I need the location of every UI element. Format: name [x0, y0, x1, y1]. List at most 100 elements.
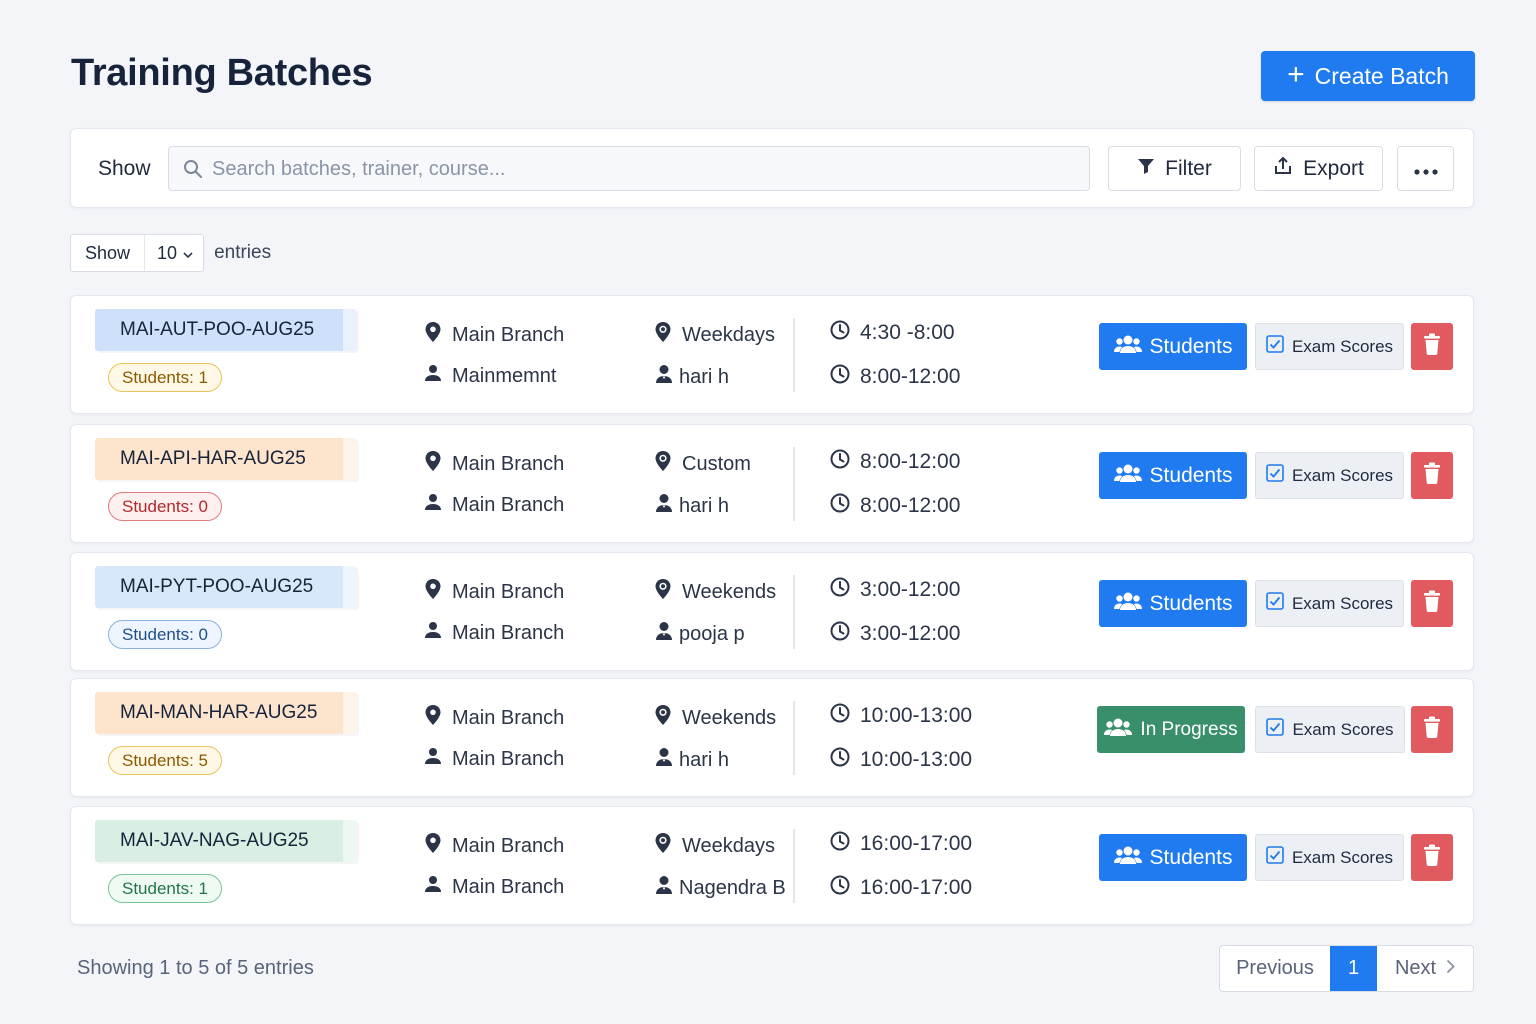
exam-scores-button[interactable]: Exam Scores	[1255, 323, 1404, 370]
trainer-name: hari h	[679, 494, 730, 517]
trash-icon	[1423, 333, 1441, 360]
in-progress-button[interactable]: In Progress	[1097, 706, 1245, 753]
person-icon	[424, 621, 442, 645]
checkbox-icon	[1266, 846, 1284, 869]
clock-icon	[830, 747, 850, 773]
clock-icon	[830, 831, 850, 857]
pagination: Previous 1 Next	[1219, 945, 1474, 992]
person-icon	[424, 364, 442, 388]
clock-icon	[830, 320, 850, 346]
search-input[interactable]: Search batches, trainer, course...	[168, 146, 1090, 191]
person-icon	[424, 747, 442, 771]
trainer-icon	[655, 621, 673, 647]
student-count-badge: Students: 1	[108, 363, 223, 392]
trash-icon	[1423, 716, 1441, 743]
exam-scores-button[interactable]: Exam Scores	[1255, 706, 1405, 753]
column-divider	[793, 575, 795, 649]
exam-scores-button[interactable]: Exam Scores	[1255, 834, 1404, 881]
trainer-info: hari h	[655, 364, 729, 390]
branch-name: Main Branch	[452, 706, 565, 729]
trainer-icon	[655, 493, 673, 519]
page-1-button[interactable]: 1	[1330, 946, 1377, 991]
previous-page-button[interactable]: Previous	[1236, 957, 1314, 979]
delete-button[interactable]	[1411, 323, 1453, 370]
students-button-label: Students	[1149, 463, 1233, 487]
filter-button[interactable]: Filter	[1108, 146, 1241, 191]
schedule-type: Weekdays	[682, 323, 776, 346]
chevron-right-icon	[1446, 957, 1455, 980]
time-slot-1: 10:00-13:00	[830, 703, 972, 729]
schedule-type: Weekends	[682, 706, 777, 729]
location-info: Mainmemnt	[424, 364, 556, 388]
location-name: Main Branch	[452, 621, 565, 644]
batch-card: MAI-JAV-NAG-AUG25 Students: 1 Main Branc…	[70, 806, 1474, 925]
schedule-pin-icon	[654, 704, 672, 732]
exam-scores-button[interactable]: Exam Scores	[1255, 580, 1404, 627]
students-button[interactable]: Students	[1099, 452, 1247, 499]
trash-icon	[1423, 590, 1441, 617]
time-slot-2: 16:00-17:00	[830, 875, 972, 901]
trainer-icon	[655, 875, 673, 901]
delete-button[interactable]	[1411, 706, 1453, 753]
batch-code: MAI-MAN-HAR-AUG25	[95, 692, 357, 734]
export-label: Export	[1303, 156, 1364, 180]
column-divider	[793, 318, 795, 392]
schedule-pin-icon	[654, 832, 672, 860]
export-icon	[1273, 156, 1293, 182]
location-info: Main Branch	[424, 747, 564, 771]
clock-icon	[830, 703, 850, 729]
entries-select[interactable]: Show 10	[70, 234, 205, 272]
next-page-button[interactable]: Next	[1377, 946, 1473, 991]
checkbox-icon	[1266, 464, 1284, 487]
create-batch-button[interactable]: + Create Batch	[1261, 51, 1475, 101]
batch-card: MAI-PYT-POO-AUG25 Students: 0 Main Branc…	[70, 552, 1474, 671]
students-button[interactable]: Students	[1099, 323, 1247, 370]
schedule-info: Custom	[654, 450, 751, 478]
schedule-info: Weekdays	[654, 321, 775, 349]
schedule-pin-icon	[654, 321, 672, 349]
export-button[interactable]: Export	[1254, 146, 1383, 191]
delete-button[interactable]	[1411, 452, 1453, 499]
time-slot-1: 8:00-12:00	[830, 449, 960, 475]
location-pin-icon	[424, 450, 442, 478]
person-icon	[424, 493, 442, 517]
trainer-icon	[655, 747, 673, 773]
chevron-down-icon	[183, 243, 193, 264]
trash-icon	[1423, 844, 1441, 871]
time-slot-2-text: 3:00-12:00	[860, 622, 961, 645]
branch-info: Main Branch	[424, 450, 564, 478]
time-slot-1-text: 3:00-12:00	[860, 578, 961, 601]
branch-info: Main Branch	[424, 321, 564, 349]
time-slot-2-text: 10:00-13:00	[860, 748, 973, 771]
branch-info: Main Branch	[424, 704, 564, 732]
student-count-badge: Students: 1	[108, 874, 223, 903]
students-button[interactable]: Students	[1099, 580, 1247, 627]
time-slot-1: 3:00-12:00	[830, 577, 960, 603]
page-title: Training Batches	[71, 52, 373, 94]
users-icon	[1113, 845, 1142, 871]
plus-icon: +	[1287, 57, 1305, 91]
person-icon	[424, 875, 442, 899]
trainer-info: hari h	[655, 493, 729, 519]
users-icon	[1113, 591, 1142, 617]
student-count-badge: Students: 5	[108, 746, 223, 775]
time-slot-2: 3:00-12:00	[830, 621, 960, 647]
batch-code: MAI-AUT-POO-AUG25	[95, 309, 357, 351]
search-icon	[183, 159, 203, 184]
delete-button[interactable]	[1411, 580, 1453, 627]
more-icon	[1413, 157, 1438, 181]
toolbar: Show Search batches, trainer, course... …	[70, 128, 1474, 208]
location-pin-icon	[424, 832, 442, 860]
students-button[interactable]: Students	[1099, 834, 1247, 881]
trainer-info: hari h	[655, 747, 729, 773]
time-slot-1-text: 8:00-12:00	[860, 450, 961, 473]
branch-name: Main Branch	[452, 323, 565, 346]
create-batch-label: Create Batch	[1314, 62, 1449, 89]
more-options-button[interactable]	[1397, 146, 1454, 191]
users-icon	[1113, 334, 1142, 360]
schedule-pin-icon	[654, 578, 672, 606]
exam-scores-button[interactable]: Exam Scores	[1255, 452, 1404, 499]
delete-button[interactable]	[1411, 834, 1453, 881]
location-pin-icon	[424, 578, 442, 606]
schedule-info: Weekends	[654, 578, 776, 606]
